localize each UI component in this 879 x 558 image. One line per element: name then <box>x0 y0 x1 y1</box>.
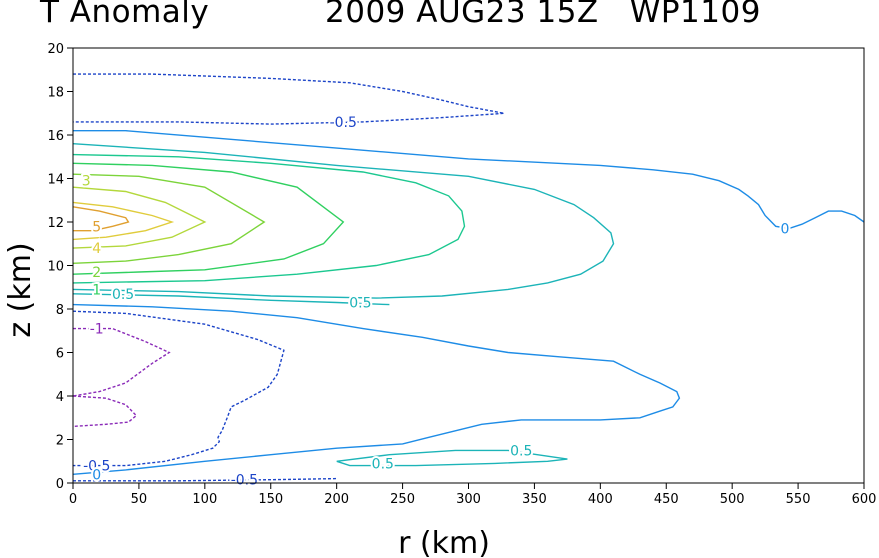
contour-line <box>336 449 568 467</box>
contour-line <box>73 129 865 230</box>
contour-line <box>72 303 681 475</box>
y-tick-label: 6 <box>56 347 64 362</box>
x-tick-label: 500 <box>720 492 745 507</box>
contour-label: -0.5 <box>231 473 258 489</box>
contour-line <box>72 186 207 249</box>
x-tick-label: 350 <box>522 492 547 507</box>
contour-label: 3 <box>82 174 91 190</box>
y-tick-label: 2 <box>56 434 64 449</box>
contour-label: 0 <box>92 467 101 483</box>
y-tick-label: 0 <box>56 477 64 492</box>
y-tick-label: 8 <box>56 303 64 318</box>
contour-label: 0.5 <box>372 456 394 472</box>
chart-title: T Anomaly <box>40 0 210 30</box>
contour-label: 5 <box>92 219 101 235</box>
chart-subtitle: 2009 AUG23 15Z WP1109 <box>325 0 761 30</box>
y-tick-label: 14 <box>47 173 64 188</box>
contour-line <box>72 143 615 299</box>
x-tick-label: 50 <box>131 492 148 507</box>
contour-line <box>72 201 175 241</box>
contour-line <box>72 173 266 264</box>
contour-label: 0.5 <box>510 443 532 459</box>
y-tick-label: 12 <box>47 216 64 231</box>
y-tick-label: 20 <box>47 42 64 57</box>
x-tick-label: 600 <box>852 492 877 507</box>
contour-line <box>72 162 345 275</box>
y-tick-label: 4 <box>56 390 64 405</box>
x-tick-label: 250 <box>390 492 415 507</box>
contour-line <box>73 477 337 482</box>
contour-label: -0.5 <box>330 115 357 131</box>
contour-label: 1 <box>92 282 101 298</box>
plot-frame <box>72 47 865 484</box>
x-tick-label: 150 <box>258 492 283 507</box>
contour-line <box>72 293 390 306</box>
x-tick-label: 0 <box>69 492 77 507</box>
x-tick-label: 550 <box>786 492 811 507</box>
x-tick-label: 400 <box>588 492 613 507</box>
contour-label: -0.5 <box>83 459 110 475</box>
contour-label: -1 <box>90 322 104 338</box>
contour-line <box>72 206 130 232</box>
x-axis-label: r (km) <box>398 526 490 558</box>
y-tick-label: 18 <box>47 86 64 101</box>
contour-line <box>72 395 138 428</box>
contour-line <box>72 310 285 467</box>
y-axis-label: z (km) <box>3 242 38 337</box>
contour-line <box>72 153 466 284</box>
contour-label: 4 <box>92 241 101 257</box>
contour-label: 0.5 <box>112 287 134 303</box>
contour-label: 0 <box>780 222 789 238</box>
x-tick-label: 300 <box>456 492 481 507</box>
contour-line <box>72 327 171 397</box>
contour-label: 0.5 <box>349 295 371 311</box>
x-tick-label: 100 <box>192 492 217 507</box>
x-tick-label: 450 <box>654 492 679 507</box>
x-tick-label: 200 <box>324 492 349 507</box>
contour-line <box>73 73 505 125</box>
y-tick-label: 16 <box>47 129 64 144</box>
y-tick-label: 10 <box>47 260 64 275</box>
contour-label: 2 <box>92 265 101 281</box>
